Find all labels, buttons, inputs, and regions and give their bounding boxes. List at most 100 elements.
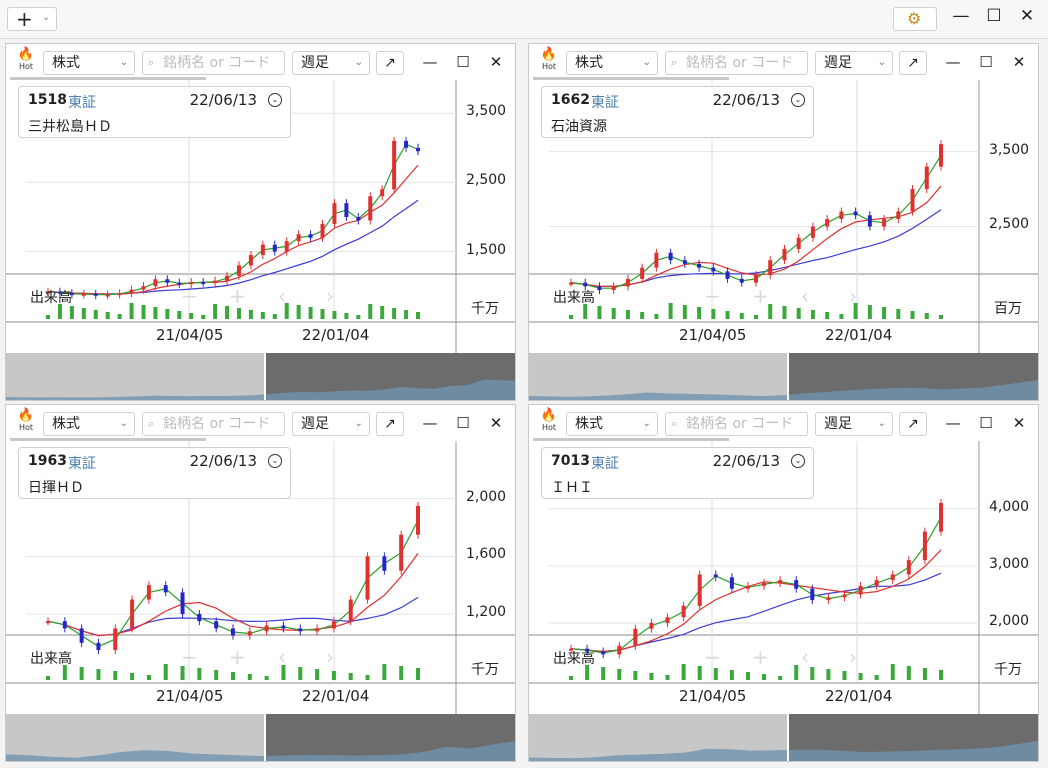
x-axis-label: 21/04/05 bbox=[679, 326, 747, 344]
panel-scrollbar[interactable] bbox=[10, 438, 206, 441]
volume-bar bbox=[839, 314, 844, 319]
scroll-left-icon[interactable]: ‹ bbox=[278, 645, 286, 669]
price-chart[interactable] bbox=[6, 441, 516, 714]
period-select[interactable]: 週足 ⌄ bbox=[815, 412, 893, 436]
candle-body bbox=[654, 252, 659, 268]
zoom-out-icon[interactable]: − bbox=[181, 645, 198, 669]
candle-body bbox=[649, 622, 654, 629]
candle-body bbox=[382, 556, 387, 571]
expand-icon[interactable]: ⌄ bbox=[268, 454, 282, 468]
add-panel-button[interactable]: + ⌄ bbox=[7, 7, 57, 31]
symbol-search-input[interactable]: ⌕ 銘柄名 or コード bbox=[142, 412, 285, 436]
scroll-left-icon[interactable]: ‹ bbox=[801, 645, 809, 669]
panel-scrollbar[interactable] bbox=[533, 438, 729, 441]
scroll-left-icon[interactable]: ‹ bbox=[278, 284, 286, 308]
expand-icon[interactable]: ⌄ bbox=[791, 454, 805, 468]
popout-button[interactable]: ↗ bbox=[899, 412, 927, 436]
volume-bar bbox=[46, 676, 50, 680]
scroll-right-icon[interactable]: › bbox=[849, 284, 857, 308]
volume-bar bbox=[69, 306, 74, 319]
overview-navigator[interactable] bbox=[529, 353, 1039, 401]
overview-navigator[interactable] bbox=[6, 353, 516, 401]
panel-minimize-button[interactable]: — bbox=[945, 53, 961, 71]
hot-button[interactable]: 🔥 Hot bbox=[537, 409, 561, 437]
panel-close-button[interactable]: ✕ bbox=[489, 53, 503, 71]
volume-bar bbox=[57, 304, 62, 319]
volume-bar bbox=[810, 667, 815, 680]
maximize-button[interactable]: ☐ bbox=[986, 6, 1002, 26]
volume-label: 出来高 bbox=[553, 651, 595, 667]
zoom-in-icon[interactable]: + bbox=[752, 645, 769, 669]
market-select[interactable]: 株式 ⌄ bbox=[43, 412, 135, 436]
candle-body bbox=[725, 271, 730, 279]
price-chart[interactable] bbox=[529, 441, 1039, 714]
volume-bar bbox=[416, 312, 420, 319]
scroll-right-icon[interactable]: › bbox=[326, 284, 334, 308]
panel-close-button[interactable]: ✕ bbox=[489, 414, 503, 432]
hot-button[interactable]: 🔥 Hot bbox=[14, 48, 38, 76]
popout-button[interactable]: ↗ bbox=[899, 51, 927, 75]
popout-button[interactable]: ↗ bbox=[376, 51, 404, 75]
volume-bar bbox=[248, 310, 253, 319]
panel-minimize-button[interactable]: — bbox=[945, 414, 961, 432]
hot-label: Hot bbox=[18, 423, 34, 432]
candle-body bbox=[896, 211, 901, 220]
candle-body bbox=[640, 267, 645, 279]
panel-maximize-button[interactable]: ☐ bbox=[979, 53, 993, 71]
overview-navigator[interactable] bbox=[529, 714, 1039, 762]
zoom-in-icon[interactable]: + bbox=[229, 284, 246, 308]
hot-button[interactable]: 🔥 Hot bbox=[537, 48, 561, 76]
panel-scrollbar[interactable] bbox=[10, 77, 206, 80]
volume-bar bbox=[890, 664, 895, 680]
minimize-button[interactable]: — bbox=[952, 6, 970, 26]
panel-maximize-button[interactable]: ☐ bbox=[456, 53, 470, 71]
quote-date: 22/06/13 bbox=[189, 452, 257, 470]
panel-close-button[interactable]: ✕ bbox=[1012, 53, 1026, 71]
panel-minimize-button[interactable]: — bbox=[422, 53, 438, 71]
scroll-right-icon[interactable]: › bbox=[326, 645, 334, 669]
hot-button[interactable]: 🔥 Hot bbox=[14, 409, 38, 437]
popout-button[interactable]: ↗ bbox=[376, 412, 404, 436]
candle-body bbox=[585, 648, 590, 652]
volume-bar bbox=[711, 309, 716, 319]
volume-bar bbox=[640, 312, 645, 319]
symbol-search-input[interactable]: ⌕ 銘柄名 or コード bbox=[665, 51, 808, 75]
zoom-in-icon[interactable]: + bbox=[752, 284, 769, 308]
expand-icon[interactable]: ⌄ bbox=[791, 93, 805, 107]
volume-bar bbox=[213, 304, 218, 319]
candle-body bbox=[129, 289, 134, 294]
zoom-out-icon[interactable]: − bbox=[704, 284, 721, 308]
symbol-code: 1662 bbox=[551, 92, 590, 108]
volume-bar bbox=[79, 667, 84, 680]
market-select[interactable]: 株式 ⌄ bbox=[566, 51, 658, 75]
market-select[interactable]: 株式 ⌄ bbox=[566, 412, 658, 436]
panel-scrollbar[interactable] bbox=[533, 77, 729, 80]
candle-body bbox=[331, 621, 336, 629]
scroll-left-icon[interactable]: ‹ bbox=[801, 284, 809, 308]
expand-icon[interactable]: ⌄ bbox=[268, 93, 282, 107]
panel-maximize-button[interactable]: ☐ bbox=[456, 414, 470, 432]
overview-navigator[interactable] bbox=[6, 714, 516, 762]
close-button[interactable]: ✕ bbox=[1019, 6, 1035, 26]
scroll-right-icon[interactable]: › bbox=[849, 645, 857, 669]
volume-bar bbox=[583, 304, 588, 319]
candle-body bbox=[796, 237, 801, 249]
zoom-out-icon[interactable]: − bbox=[704, 645, 721, 669]
market-select[interactable]: 株式 ⌄ bbox=[43, 51, 135, 75]
candle-body bbox=[81, 293, 86, 296]
period-select[interactable]: 週足 ⌄ bbox=[815, 51, 893, 75]
price-chart[interactable] bbox=[529, 80, 1039, 353]
panel-minimize-button[interactable]: — bbox=[422, 414, 438, 432]
period-select[interactable]: 週足 ⌄ bbox=[292, 412, 370, 436]
zoom-in-icon[interactable]: + bbox=[229, 645, 246, 669]
volume-bar bbox=[225, 306, 230, 319]
panel-maximize-button[interactable]: ☐ bbox=[979, 414, 993, 432]
panel-close-button[interactable]: ✕ bbox=[1012, 414, 1026, 432]
settings-button[interactable]: ⚙ bbox=[893, 7, 937, 31]
symbol-search-input[interactable]: ⌕ 銘柄名 or コード bbox=[142, 51, 285, 75]
period-select[interactable]: 週足 ⌄ bbox=[292, 51, 370, 75]
volume-bar bbox=[739, 313, 744, 319]
zoom-out-icon[interactable]: − bbox=[181, 284, 198, 308]
symbol-search-input[interactable]: ⌕ 銘柄名 or コード bbox=[665, 412, 808, 436]
volume-bar bbox=[782, 306, 787, 319]
